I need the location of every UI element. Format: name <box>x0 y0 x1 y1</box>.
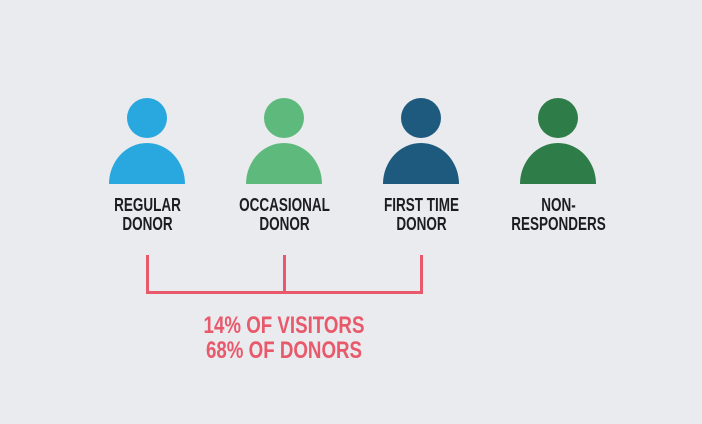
figure-regular-donor: REGULAR DONOR <box>79 98 216 234</box>
figure-first-time-donor: FIRST TIME DONOR <box>353 98 490 234</box>
bracket-tick-right <box>419 255 423 294</box>
figure-label-line1: FIRST TIME <box>383 195 459 215</box>
figure-non-responders: NON- RESPONDERS <box>490 98 627 234</box>
person-body-icon <box>383 143 459 184</box>
person-body-icon <box>520 143 596 184</box>
person-head-icon <box>264 98 304 138</box>
person-head-icon <box>538 98 578 138</box>
person-head-icon <box>401 98 441 138</box>
figure-label-regular-donor: REGULAR DONOR <box>96 196 199 234</box>
figure-label-non-responders: NON- RESPONDERS <box>507 196 610 234</box>
bracket-horizontal-bar <box>145 291 423 294</box>
figure-occasional-donor: OCCASIONAL DONOR <box>216 98 353 234</box>
figure-label-line2: DONOR <box>121 214 173 234</box>
bracket-caption: 14% OF VISITORS 68% OF DONORS <box>167 313 401 363</box>
person-body-icon <box>246 143 322 184</box>
figure-label-line2: RESPONDERS <box>510 214 606 234</box>
figure-label-occasional-donor: OCCASIONAL DONOR <box>233 196 336 234</box>
figure-label-line1: REGULAR <box>113 195 181 215</box>
bracket-tick-left <box>145 255 149 294</box>
caption-donors-line: 68% OF DONORS <box>205 337 363 364</box>
caption-visitors-line: 14% OF VISITORS <box>203 312 365 339</box>
bracket-tick-middle <box>282 255 286 294</box>
figure-label-first-time-donor: FIRST TIME DONOR <box>370 196 473 234</box>
person-body-icon <box>109 143 185 184</box>
figure-label-line1: OCCASIONAL <box>238 195 330 215</box>
figure-label-line2: DONOR <box>395 214 447 234</box>
figure-label-line2: DONOR <box>258 214 310 234</box>
person-head-icon <box>127 98 167 138</box>
figure-label-line1: NON- <box>540 195 576 215</box>
